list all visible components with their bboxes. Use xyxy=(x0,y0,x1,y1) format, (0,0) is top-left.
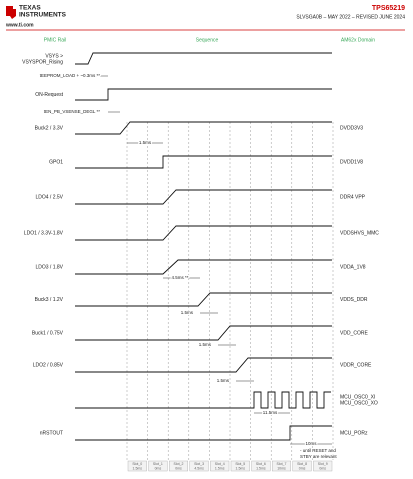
rail-label: ON-Request xyxy=(35,92,63,98)
signal xyxy=(75,225,332,241)
slot-name: Slot_6 xyxy=(256,462,266,466)
signal xyxy=(75,121,332,135)
slot-box xyxy=(189,460,209,472)
slot-name: Slot_0 xyxy=(132,462,142,466)
rail-label: LDO1 / 3.3V-1.8V xyxy=(24,230,64,236)
signal xyxy=(75,357,332,373)
slot-time: 1.5ms xyxy=(256,466,266,470)
rail-label: Buck1 / 0.75V xyxy=(32,330,64,336)
slot-time: 0ms xyxy=(175,466,182,470)
timing-label: STBY are relevant xyxy=(300,454,337,459)
domain-label: DVDD3V3 xyxy=(340,125,363,131)
rail-label: GPO1 xyxy=(49,159,63,165)
ti-logo xyxy=(6,6,16,19)
signal xyxy=(75,189,332,205)
domain-label: VDDSHVS_MMC xyxy=(340,230,379,236)
signal xyxy=(75,52,332,65)
timing-label: 10ms xyxy=(305,441,317,446)
slot-name: Slot_2 xyxy=(174,462,184,466)
signal xyxy=(75,325,332,341)
slot-name: Slot_8 xyxy=(297,462,307,466)
logo-text: INSTRUMENTS xyxy=(19,12,67,19)
domain-label: DVDD1V8 xyxy=(340,159,363,165)
domain-label: MCU_OSC0_XI xyxy=(340,394,375,400)
timing-label: 4.5ms ** xyxy=(171,275,188,280)
domain-label: VDDS_DDR xyxy=(340,297,368,303)
slot-time: 0ms xyxy=(319,466,326,470)
timing-label: 1.5ms xyxy=(199,342,212,347)
timing-label: tEN_PB_VSENSE_DEGL ** xyxy=(44,109,100,114)
column-header: Sequence xyxy=(196,37,219,43)
slot-name: Slot_4 xyxy=(215,462,225,466)
slot-time: 1.5ms xyxy=(236,466,246,470)
timing-label: 1.5ms xyxy=(181,310,194,315)
slot-box xyxy=(292,460,312,472)
rail-label: LDO2 / 0.85V xyxy=(33,362,64,368)
slot-time: 0ms xyxy=(299,466,306,470)
timing-label: 11.5ms xyxy=(263,410,278,415)
timing-label: tEEPROM_LOAD + ~0.3ms ** xyxy=(40,73,101,78)
slot-box xyxy=(168,460,188,472)
signal xyxy=(75,292,332,307)
rail-label: LDO3 / 1.8V xyxy=(35,264,63,270)
column-header: PMIC Rail xyxy=(44,37,67,43)
rail-label: Buck2 / 3.3V xyxy=(35,125,64,131)
rail-label: nRSTOUT xyxy=(40,430,63,436)
logo-text: TEXAS xyxy=(19,5,41,12)
rail-label: VSYSPOR_Rising xyxy=(22,59,63,65)
signal xyxy=(75,425,332,441)
slot-box xyxy=(148,460,168,472)
slot-time: 10ms xyxy=(277,466,286,470)
signal xyxy=(75,259,332,275)
domain-label: DDR4 VPP xyxy=(340,194,366,200)
slot-box xyxy=(251,460,271,472)
timing-label: 1.5ms xyxy=(217,378,230,383)
rail-label: LDO4 / 2.5V xyxy=(35,194,63,200)
clock-signal xyxy=(75,391,331,409)
domain-label: VDD_CORE xyxy=(340,330,368,336)
slot-box xyxy=(230,460,250,472)
slot-time: 1.5ms xyxy=(215,466,225,470)
timing-label: - until RESET and xyxy=(300,448,336,453)
domain-label: MCU_OSC0_XO xyxy=(340,400,378,406)
part-number: TPS65219 xyxy=(372,5,405,12)
domain-label: MCU_PORz xyxy=(340,430,368,436)
signal xyxy=(75,88,332,101)
rail-label: VSYS > xyxy=(45,53,63,59)
domain-label: VDDA_1V8 xyxy=(340,264,366,270)
timing-label: 1.5ms xyxy=(139,140,152,145)
slot-name: Slot_1 xyxy=(153,462,163,466)
rail-label: Buck3 / 1.2V xyxy=(35,297,64,303)
url: www.ti.com xyxy=(5,22,34,28)
slot-name: Slot_3 xyxy=(194,462,204,466)
slot-box xyxy=(313,460,333,472)
doc-number: SLVSGA0B – MAY 2022 – REVISED JUNE 2024 xyxy=(296,14,405,20)
slot-time: 0ms xyxy=(155,466,162,470)
slot-time: 1.5ms xyxy=(133,466,143,470)
slot-name: Slot_9 xyxy=(318,462,328,466)
slot-time: 4.5ms xyxy=(194,466,204,470)
slot-box xyxy=(272,460,292,472)
slot-name: Slot_7 xyxy=(277,462,287,466)
slot-name: Slot_5 xyxy=(235,462,245,466)
slot-box xyxy=(210,460,230,472)
domain-label: VDDR_CORE xyxy=(340,362,372,368)
slot-box xyxy=(127,460,147,472)
column-header: AM62x Domain xyxy=(341,37,375,43)
signal xyxy=(75,155,332,169)
